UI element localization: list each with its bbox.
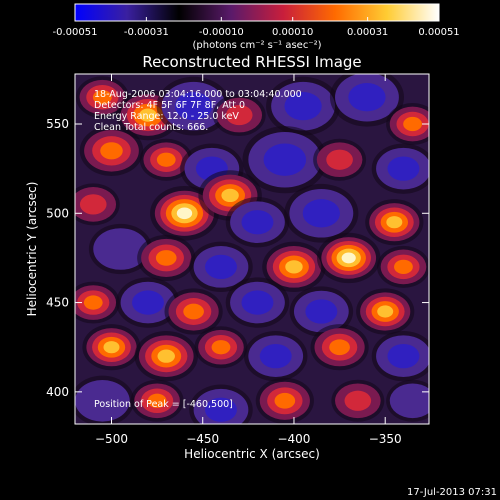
x-tick-label: −400 bbox=[277, 432, 310, 446]
heatmap-blob bbox=[93, 228, 148, 270]
heatmap-blob bbox=[285, 260, 303, 274]
heatmap-blob bbox=[139, 108, 157, 122]
x-axis-ticks: −500 −450 −400 −350 bbox=[95, 74, 402, 446]
colorbar-tick-label: -0.00051 bbox=[53, 27, 98, 38]
heatmap-blob bbox=[403, 116, 422, 132]
heatmap-blob bbox=[386, 216, 403, 229]
heatmap-blob bbox=[79, 194, 107, 215]
annotation-energy-range: Energy Range: 12.0 - 25.0 keV bbox=[94, 111, 239, 122]
colorbar-tick-label: -0.00010 bbox=[199, 27, 244, 38]
colorbar-tick-label: 0.00051 bbox=[418, 27, 459, 38]
heatmap-blob bbox=[348, 83, 386, 112]
y-tick-label: 550 bbox=[46, 117, 69, 131]
heatmap-blob bbox=[183, 303, 204, 320]
heatmap-blob bbox=[132, 290, 164, 315]
heatmap-blob bbox=[263, 143, 307, 176]
heatmap-blob bbox=[302, 199, 340, 228]
heatmap-blob bbox=[329, 339, 350, 356]
heatmap-blob bbox=[377, 305, 394, 318]
heatmap-blob bbox=[157, 349, 175, 363]
heatmap-blob bbox=[274, 392, 296, 409]
y-axis-label: Heliocentric Y (arcsec) bbox=[25, 182, 39, 317]
colorbar-ticks: -0.00051 -0.00031 -0.00010 0.00010 0.00031 0.… bbox=[53, 17, 460, 38]
x-axis-label: Heliocentric X (arcsec) bbox=[184, 447, 320, 461]
colorbar-bar bbox=[74, 3, 440, 22]
heatmap-blob bbox=[176, 207, 193, 220]
heatmap-blob bbox=[344, 390, 372, 411]
y-tick-label: 500 bbox=[46, 206, 69, 220]
colorbar-tick-label: -0.00031 bbox=[124, 27, 169, 38]
heatmap-blob bbox=[103, 341, 120, 354]
heatmap-blob bbox=[100, 142, 123, 160]
y-axis-ticks: 400 450 500 550 bbox=[46, 117, 429, 399]
colorbar-tick-label: 0.00031 bbox=[347, 27, 388, 38]
y-tick-label: 450 bbox=[46, 296, 69, 310]
plot-frame bbox=[74, 73, 430, 425]
heatmap-blob bbox=[211, 340, 231, 355]
heatmap-blob bbox=[205, 254, 237, 279]
heatmap-blob bbox=[259, 344, 292, 369]
x-tick-label: −500 bbox=[95, 432, 128, 446]
x-tick-label: −350 bbox=[369, 432, 402, 446]
heatmap-blob bbox=[389, 383, 429, 419]
heatmap-blob bbox=[147, 393, 167, 408]
heatmap-blobs bbox=[75, 74, 429, 424]
chart-title: Reconstructed RHESSI Image bbox=[142, 53, 361, 71]
footer-timestamp: 17-Jul-2013 07:31 bbox=[407, 487, 497, 498]
annotation-detectors: Detectors: 4F 5F 6F 7F 8F, Att 0 bbox=[94, 100, 245, 111]
heatmap-blob bbox=[241, 290, 274, 315]
heatmap-image bbox=[75, 74, 429, 424]
heatmap-blob bbox=[387, 344, 420, 369]
heatmap-blob bbox=[75, 379, 130, 422]
heatmap-blob bbox=[155, 250, 177, 266]
heatmap-blob bbox=[92, 90, 112, 105]
heatmap-blob bbox=[326, 149, 353, 170]
heatmap-blob bbox=[284, 91, 322, 121]
heatmap-blob bbox=[156, 152, 176, 167]
heatmap-blob bbox=[241, 210, 274, 235]
x-tick-label: −450 bbox=[186, 432, 219, 446]
colorbar-unit-label: (photons cm⁻² s⁻¹ asec⁻²) bbox=[192, 40, 321, 51]
y-tick-label: 400 bbox=[46, 385, 69, 399]
colorbar: -0.00051 -0.00031 -0.00010 0.00010 0.00031 0.… bbox=[53, 3, 460, 51]
heatmap-blob bbox=[225, 104, 253, 126]
annotation-peak-position: Position of Peak = [-460,500] bbox=[94, 399, 233, 410]
annotation-time-range: 18-Aug-2006 03:04:16.000 to 03:04:40.000 bbox=[94, 89, 302, 100]
heatmap-blob bbox=[221, 188, 239, 203]
annotation-clean-counts: Clean Total counts: 666. bbox=[94, 122, 208, 133]
heatmap-blob bbox=[305, 299, 338, 324]
heatmap-blob bbox=[387, 156, 420, 181]
heatmap-blob bbox=[341, 252, 356, 264]
heatmap-blob bbox=[83, 295, 103, 310]
heatmap-blob bbox=[394, 259, 413, 274]
heatmap-blob bbox=[205, 397, 237, 422]
colorbar-tick-label: 0.00010 bbox=[272, 27, 313, 38]
annotation-block: 18-Aug-2006 03:04:16.000 to 03:04:40.000… bbox=[94, 89, 302, 410]
heatmap-blob bbox=[174, 91, 213, 121]
